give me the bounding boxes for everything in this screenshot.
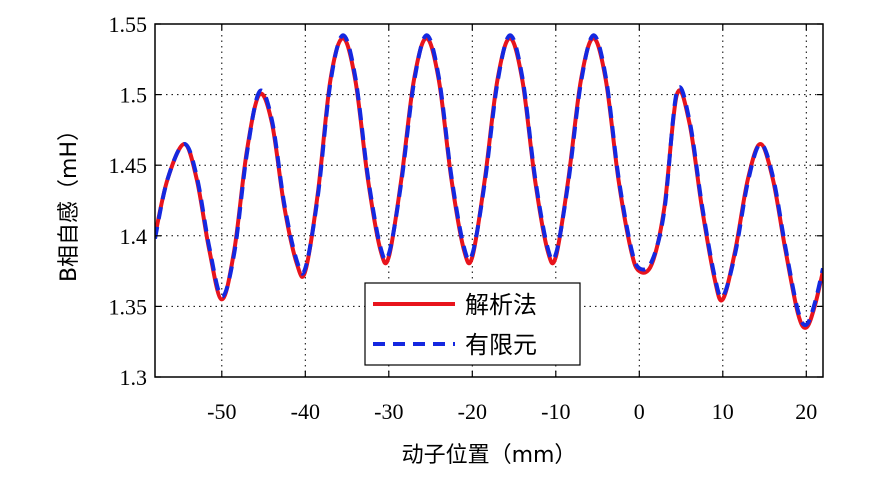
x-tick-label: -10 — [541, 399, 570, 424]
y-tick-label: 1.55 — [109, 12, 148, 37]
plot-frame — [154, 23, 824, 378]
x-tick-label: -50 — [207, 399, 236, 424]
y-tick-label: 1.5 — [120, 83, 148, 108]
y-tick-label: 1.45 — [109, 153, 148, 178]
x-tick-label: -40 — [291, 399, 320, 424]
ticks: -50 -40 -30 -20 -10 0 10 20 1.3 1.35 1.4 1.45 1.5 1.5… — [109, 12, 823, 424]
x-tick-label: 10 — [712, 399, 734, 424]
x-tick-label: -20 — [458, 399, 487, 424]
y-tick-label: 1.4 — [120, 224, 148, 249]
legend: 解析法 有限元 — [364, 282, 581, 366]
legend-label-analytic: 解析法 — [465, 291, 537, 319]
series-line-fem — [155, 33, 823, 327]
series-layer — [155, 33, 823, 330]
legend-box — [364, 282, 581, 366]
x-tick-label: 0 — [634, 399, 645, 424]
y-axis-title: B相自感（mH） — [57, 119, 82, 282]
x-tick-label: -30 — [374, 399, 403, 424]
x-axis-title: 动子位置（mm） — [402, 443, 577, 468]
y-tick-label: 1.35 — [109, 294, 148, 319]
y-tick-label: 1.3 — [120, 365, 148, 390]
legend-label-fem: 有限元 — [465, 331, 537, 359]
x-tick-label: 20 — [795, 399, 817, 424]
